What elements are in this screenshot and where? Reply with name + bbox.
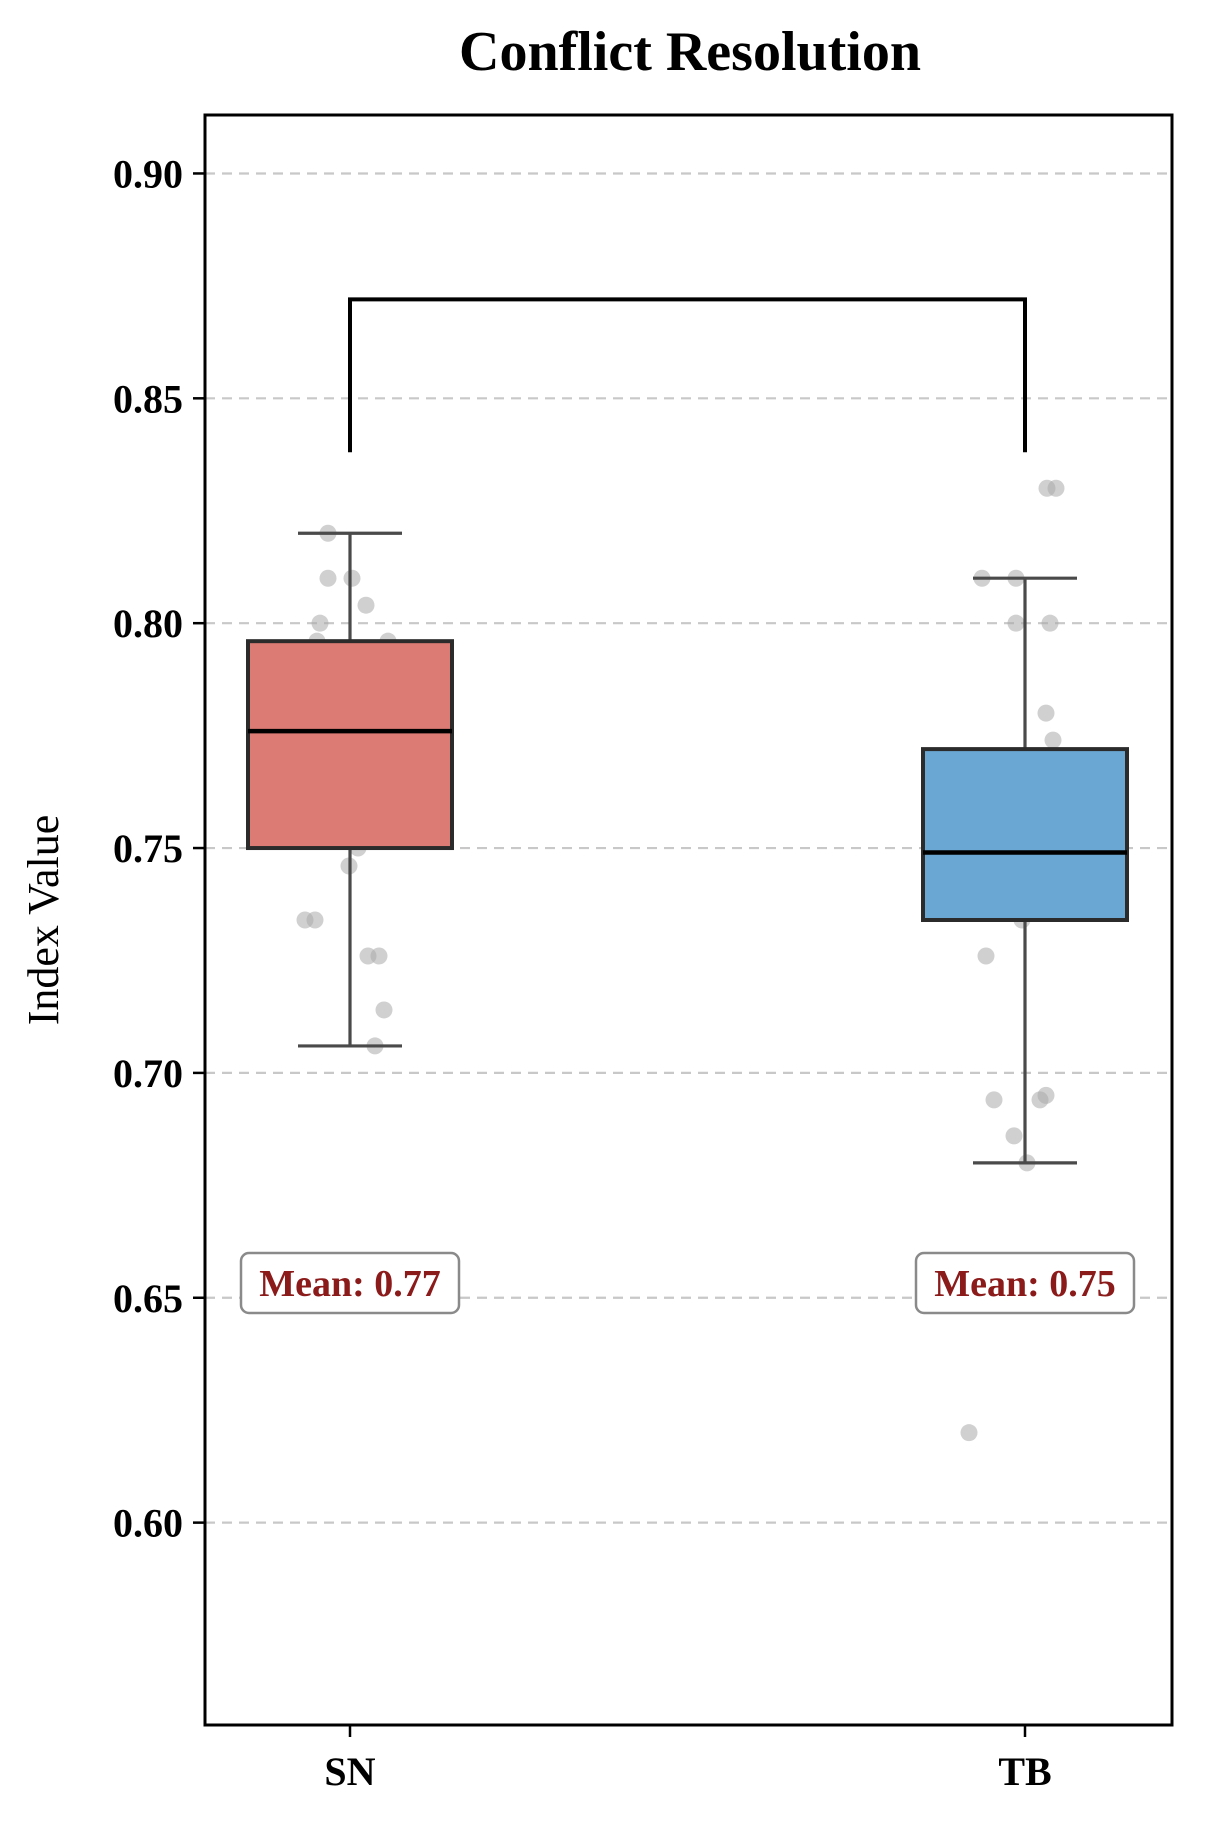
data-point [1047, 479, 1065, 497]
data-point [1044, 731, 1062, 749]
boxes [246, 531, 1129, 1165]
data-point [1037, 704, 1055, 722]
data-point [1005, 1127, 1023, 1145]
mean-label-box [239, 1251, 461, 1315]
data-point [319, 569, 337, 587]
data-point [375, 1001, 393, 1019]
y-tick-label: 0.60 [113, 1501, 183, 1546]
mean-label: Mean: 0.77 [259, 1263, 441, 1305]
data-point [985, 1091, 1003, 1109]
data-point [960, 1424, 978, 1442]
data-point [1041, 614, 1059, 632]
mean-label-box [914, 1251, 1136, 1315]
axes: 0.60 0.65 0.70 0.75 0.80 0.85 0.90 SN TB [113, 113, 1174, 1794]
y-tick-label: 0.75 [113, 826, 183, 871]
data-point [1037, 1086, 1055, 1104]
y-tick-label: 0.85 [113, 376, 183, 421]
x-tick-label: TB [998, 1749, 1051, 1794]
significance-bracket [348, 297, 1027, 453]
chart-title: Conflict Resolution [459, 21, 921, 83]
data-point [357, 596, 375, 614]
y-tick-label: 0.80 [113, 601, 183, 646]
y-tick-label: 0.90 [113, 151, 183, 196]
data-point [1007, 614, 1025, 632]
mean-label: Mean: 0.75 [934, 1263, 1116, 1305]
y-axis-label: Index Value [19, 815, 68, 1026]
data-point [311, 614, 329, 632]
data-point [977, 947, 995, 965]
data-point [370, 947, 388, 965]
plot-frame [203, 113, 1174, 1727]
y-tick-label: 0.65 [113, 1276, 183, 1321]
data-point [306, 911, 324, 929]
data-point [343, 569, 361, 587]
box-sn [246, 639, 454, 851]
annotations: Mean: 0.77 Mean: 0.75 [239, 297, 1136, 1315]
box-tb [921, 747, 1129, 922]
y-tick-label: 0.70 [113, 1051, 183, 1096]
x-tick-label: SN [324, 1749, 375, 1794]
